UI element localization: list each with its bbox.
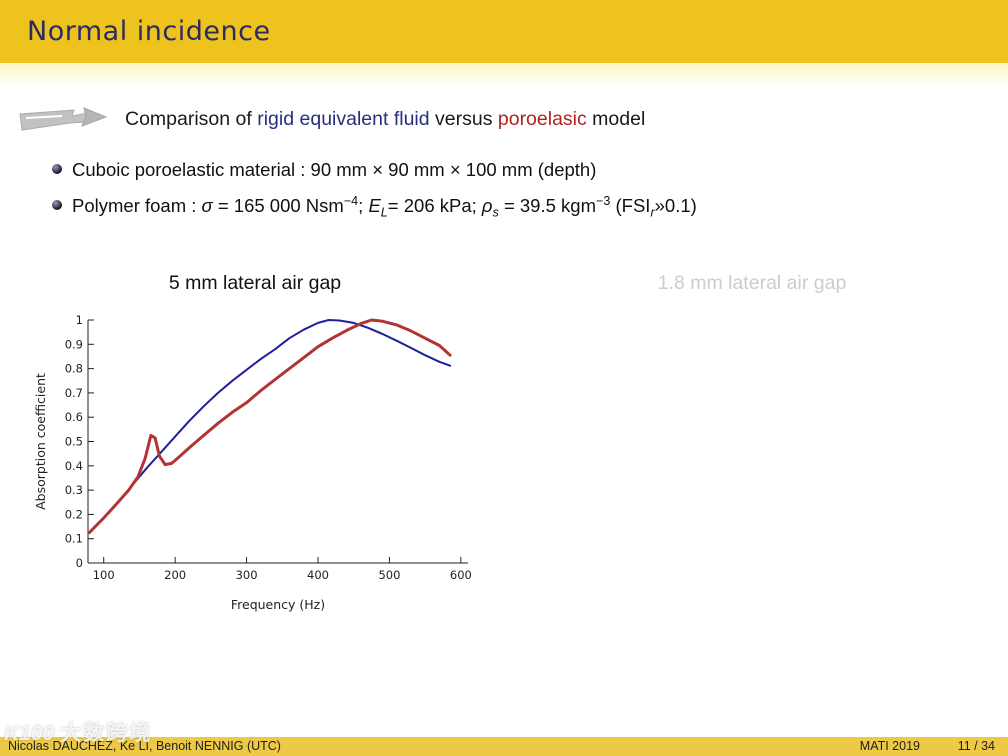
arrow-logo-icon [19, 107, 108, 131]
y-tick-label: 0.6 [65, 410, 83, 424]
x-tick-label: 500 [378, 568, 400, 582]
y-tick-label: 0 [76, 556, 83, 570]
y-tick-label: 0.1 [65, 532, 83, 546]
x-tick-label: 200 [164, 568, 186, 582]
text-segment: »0.1) [654, 195, 697, 217]
bullet-item-material: Cuboic poroelastic material : 90 mm × 90… [52, 159, 596, 181]
text-segment: −3 [596, 194, 611, 208]
text-segment: ρ [481, 195, 493, 217]
footer-bar: Nicolas DAUCHEZ, Ke LI, Benoit NENNIG (U… [0, 737, 1008, 756]
watermark-text: 大数跨境 [60, 722, 153, 745]
y-axis-label: Absorption coefficient [33, 373, 48, 510]
text-segment: model [586, 108, 646, 130]
text-segment: s [492, 205, 499, 220]
bullet-ball-icon [52, 200, 62, 211]
text-segment: Comparison of [125, 108, 258, 130]
slide-title: Normal incidence [27, 16, 271, 47]
bullet-text: Cuboic poroelastic material : 90 mm × 90… [72, 159, 596, 180]
text-segment: L [380, 205, 388, 220]
text-segment: versus [429, 108, 498, 130]
x-tick-label: 400 [307, 568, 329, 582]
x-axis-label: Frequency (Hz) [231, 597, 325, 612]
y-tick-label: 0.7 [65, 386, 83, 400]
text-segment: r [650, 205, 655, 220]
text-segment: −4 [343, 194, 359, 208]
text-segment: ; [358, 195, 369, 217]
text-segment: E [368, 195, 381, 217]
y-tick-label: 0.4 [65, 459, 83, 473]
series-poroelastic [87, 318, 452, 535]
y-tick-label: 0.8 [65, 362, 83, 376]
bullet-item-foam: Polymer foam : σ = 165 000 Nsm−4; EL= 20… [52, 194, 697, 220]
footer-authors: Nicolas DAUCHEZ, Ke LI, Benoit NENNIG (U… [8, 739, 281, 753]
text-segment: = 206 kPa; [387, 195, 482, 217]
header-bar: Normal incidence [0, 0, 1008, 63]
bullet-text: Polymer foam : σ = 165 000 Nsm−4; EL= 20… [72, 194, 697, 220]
text-segment: σ [201, 195, 213, 217]
absorption-chart: 100 200 300 400 500 600 0 0.1 0.2 0.3 0.4 0.5 0.6 0.7… [33, 313, 472, 612]
text-segment: Cuboic poroelastic material : 90 mm × 90… [72, 159, 597, 180]
text-segment: = 39.5 kgm [498, 195, 596, 217]
watermark: K100 大数跨境 [4, 717, 152, 747]
footer-conference: MATI 2019 [859, 739, 920, 753]
text-segment: (FSI [610, 195, 651, 217]
x-tick-label: 300 [236, 568, 258, 582]
text-segment: rigid equivalent fluid [257, 108, 430, 130]
header-gradient [0, 63, 1008, 89]
footer-page-number: 11 / 34 [957, 739, 995, 753]
text-segment: poroelasic [497, 108, 587, 130]
y-tick-label: 0.5 [65, 435, 83, 449]
series-rigid-equivalent-fluid [88, 319, 452, 534]
y-tick-label: 0.2 [65, 507, 83, 521]
chart-title-left: 5 mm lateral air gap [168, 272, 342, 294]
bullet-ball-icon [52, 164, 62, 174]
watermark-logo: K100 [4, 722, 55, 745]
text-segment: = 165 000 Nsm [212, 195, 344, 217]
chart-area: 100 200 300 400 500 600 0 0.1 0.2 0.3 0.4 0.5 0.6 0.7… [30, 305, 490, 620]
y-tick-label: 0.3 [65, 483, 83, 497]
chart-title-right-faded: 1.8 mm lateral air gap [657, 272, 847, 294]
y-tick-label: 1 [76, 313, 83, 327]
comparison-heading: Comparison of rigid equivalent fluid ver… [125, 108, 645, 131]
y-tick-label: 0.9 [65, 337, 83, 351]
x-tick-label: 600 [450, 568, 472, 582]
text-segment: Polymer foam : [72, 195, 202, 217]
x-tick-label: 100 [93, 568, 115, 582]
